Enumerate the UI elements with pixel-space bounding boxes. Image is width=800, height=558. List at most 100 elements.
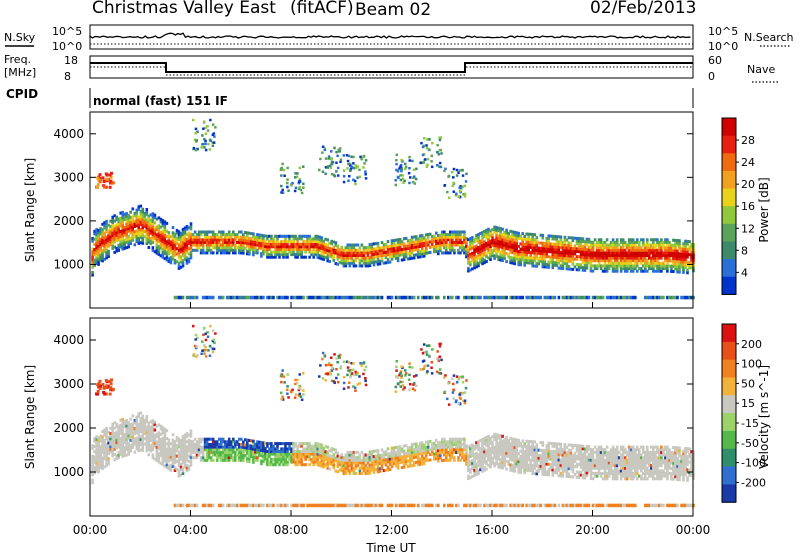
power-cell (397, 259, 400, 262)
y-tick-label: 2000 (53, 214, 84, 228)
nsky-line (90, 33, 691, 38)
power-cell (353, 262, 356, 265)
power-cell (634, 244, 637, 247)
power-scatter-cell (458, 195, 461, 198)
power-cell (648, 254, 651, 257)
velocity-cell (359, 456, 362, 459)
velocity-cell (286, 463, 289, 466)
power-cell (644, 257, 647, 260)
power-cell (152, 246, 155, 249)
velocity-cell (172, 433, 175, 436)
power-scatter-cell (105, 172, 108, 175)
power-band-cell (602, 296, 605, 300)
power-cell (503, 257, 506, 260)
power-scatter-cell (294, 190, 297, 193)
velocity-cell (222, 438, 225, 441)
power-cell (292, 251, 295, 254)
velocity-cell (286, 450, 289, 453)
velocity-cell (359, 454, 362, 457)
velocity-cell (234, 459, 237, 462)
colorbar-swatch (722, 171, 736, 189)
power-cell (168, 231, 171, 234)
power-cell (666, 238, 669, 241)
velocity-band-cell (443, 504, 446, 508)
power-cell (192, 233, 195, 236)
cpid-label: CPID (6, 87, 38, 101)
power-cell (198, 236, 201, 239)
power-band-cell (302, 296, 305, 300)
power-scatter-cell (364, 170, 367, 173)
velocity-cell (333, 466, 336, 469)
power-cell (469, 263, 472, 266)
velocity-cell (337, 452, 340, 455)
power-cell (107, 250, 110, 253)
power-scatter-cell (354, 180, 357, 183)
power-cell (536, 239, 539, 242)
power-scatter-cell (399, 174, 402, 177)
power-scatter-cell (336, 155, 339, 158)
power-cell (196, 249, 199, 252)
power-cell (284, 237, 287, 240)
nsky-trace (90, 33, 693, 44)
power-scatter-cell (395, 179, 398, 182)
power-scatter-cell (464, 193, 467, 196)
power-cell (451, 246, 454, 249)
power-scatter-cell (201, 134, 204, 137)
power-cell (598, 262, 601, 265)
power-scatter-cell (439, 162, 442, 165)
power-scatter-cell (283, 175, 286, 178)
power-cell (465, 242, 468, 245)
power-scatter-cell (431, 155, 434, 158)
power-cell (194, 231, 197, 234)
power-cell (610, 259, 613, 262)
velocity-cell (216, 440, 219, 443)
velocity-cell (397, 467, 400, 470)
power-scatter-cell (281, 163, 284, 166)
velocity-cell (166, 429, 169, 432)
power-scatter-cell (420, 142, 423, 145)
velocity-cell (206, 440, 209, 443)
power-cell (660, 238, 663, 241)
power-cell (228, 231, 231, 234)
power-band-cell (676, 296, 679, 300)
power-scatter-cell (430, 160, 433, 163)
power-cell (333, 256, 336, 259)
power-scatter-cell (337, 149, 340, 152)
power-scatter-cell (409, 176, 412, 179)
velocity-cell (146, 418, 149, 421)
power-cell (560, 236, 563, 239)
power-cell (622, 246, 625, 249)
power-scatter-cell (294, 176, 297, 179)
velocity-cell (234, 446, 237, 449)
power-scatter-cell (281, 189, 284, 192)
power-cell (646, 270, 649, 273)
power-scatter-cell (360, 158, 363, 161)
power-cell (234, 249, 237, 252)
power-scatter-cell (333, 147, 336, 150)
power-cell (202, 249, 205, 252)
power-scatter-cell (209, 119, 212, 122)
power-cell (228, 251, 231, 254)
power-scatter-cell (328, 157, 331, 160)
velocity-cell (190, 464, 193, 467)
power-cell (397, 257, 400, 260)
power-scatter-cell (446, 191, 449, 194)
power-cell (294, 235, 297, 238)
velocity-cell (351, 464, 354, 467)
power-cell (660, 257, 663, 260)
velocity-band-cell (302, 504, 305, 508)
power-scatter-cell (451, 171, 454, 174)
power-cell (361, 264, 364, 267)
velocity-cell (132, 414, 135, 417)
power-band-cell (272, 296, 275, 300)
power-cell (616, 270, 619, 273)
power-scatter-cell (408, 182, 411, 185)
power-band-cell (431, 296, 434, 300)
velocity-cell (190, 429, 193, 432)
velocity-cell (387, 447, 390, 450)
power-cell (357, 257, 360, 260)
power-cell (248, 253, 251, 256)
power-cell (592, 249, 595, 252)
velocity-cell (357, 464, 360, 467)
power-cell (107, 255, 110, 258)
